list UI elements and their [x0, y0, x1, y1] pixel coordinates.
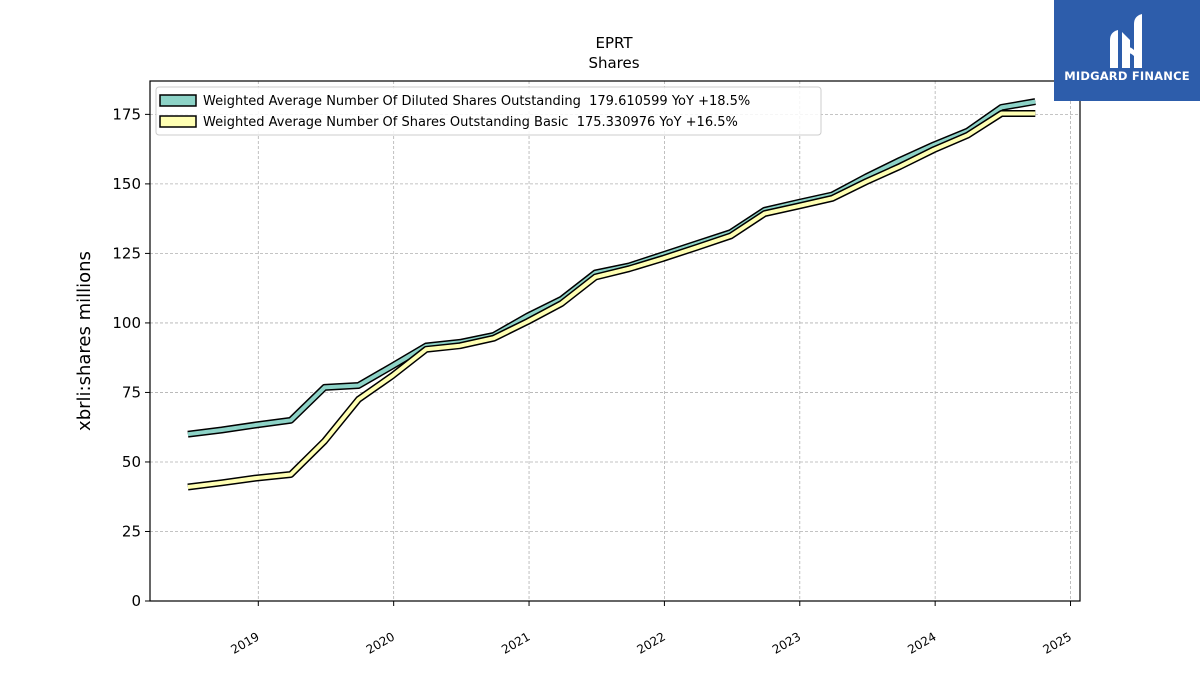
series-line-1 — [187, 111, 1036, 489]
y-tick-label: 100 — [112, 314, 141, 332]
legend-swatch-diluted — [159, 94, 197, 107]
x-tick-label: 2023 — [770, 629, 803, 656]
legend-label-basic: Weighted Average Number Of Shares Outsta… — [203, 115, 738, 130]
x-tick-label: 2020 — [364, 629, 397, 656]
legend-frame — [155, 86, 822, 136]
chart-subtitle: Shares — [588, 54, 639, 72]
series-line-0 — [187, 99, 1036, 437]
brand-name: MIDGARD FINANCE — [1064, 69, 1190, 83]
y-tick-label: 175 — [112, 105, 141, 123]
y-tick-label: 50 — [122, 453, 141, 471]
x-tick-label: 2022 — [634, 629, 667, 656]
chart-title: EPRT — [595, 34, 633, 52]
x-tick-label: 2024 — [905, 629, 938, 656]
plot-frame — [149, 80, 1081, 602]
x-tick-label: 2019 — [228, 629, 261, 656]
legend: Weighted Average Number Of Diluted Share… — [155, 86, 822, 136]
y-axis-label: xbrli:shares millions — [74, 251, 95, 431]
axis-ticks: 0 25 50 75 100 125 150 175 2019 2020 2021 2022 2023 2… — [112, 105, 1074, 657]
series-lines — [187, 98, 1036, 491]
series-outline-1 — [187, 110, 1036, 491]
legend-swatch-basic — [159, 115, 197, 128]
x-tick-label: 2021 — [499, 629, 532, 656]
x-tick-label: 2025 — [1041, 629, 1074, 656]
y-tick-label: 150 — [112, 175, 141, 193]
brand-logo: MIDGARD FINANCE — [1054, 0, 1200, 101]
grid — [150, 81, 1080, 601]
midgard-logo-icon — [1110, 14, 1142, 68]
y-tick-label: 125 — [112, 244, 141, 262]
y-tick-label: 0 — [131, 592, 141, 610]
legend-label-diluted: Weighted Average Number Of Diluted Share… — [203, 94, 750, 109]
y-tick-label: 75 — [122, 383, 141, 401]
y-tick-label: 25 — [122, 522, 141, 540]
